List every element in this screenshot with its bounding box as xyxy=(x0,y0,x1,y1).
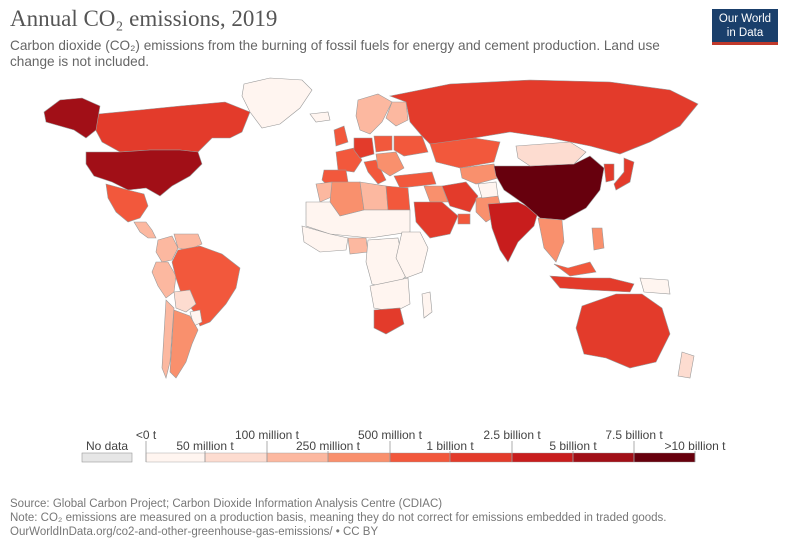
country-iceland[interactable]: Iceland xyxy=(309,111,331,123)
world-map[interactable]: CanadaUnited States Alaska Greenland Mexico… xyxy=(30,72,730,392)
country-ukraine[interactable]: Ukraine xyxy=(393,135,429,157)
methodology-note: Note: CO₂ emissions are measured on a pr… xyxy=(10,512,667,524)
source-url[interactable]: OurWorldInData.org/co2-and-other-greenho… xyxy=(10,526,379,538)
country-united-states[interactable]: United States xyxy=(85,149,203,197)
country-scandinavia[interactable]: Scandinavia xyxy=(355,93,393,135)
country-finland[interactable]: Finland xyxy=(385,101,409,127)
country-japan[interactable]: Japan xyxy=(613,157,635,191)
country-central-america[interactable]: Central America xyxy=(133,221,157,239)
country-nigeria[interactable]: Nigeria xyxy=(347,237,369,255)
country-afghanistan[interactable]: Afghanistan xyxy=(477,181,499,199)
country-southeast-asia-mainland[interactable]: Southeast Asia mainland xyxy=(537,217,565,263)
legend-bin-5 xyxy=(449,452,513,463)
country-united-kingdom[interactable]: United Kingdom xyxy=(333,125,349,147)
legend-label-top-2: 500 million t xyxy=(358,428,423,442)
legend-label-top-4: 7.5 billion t xyxy=(605,428,663,442)
country-france[interactable]: France xyxy=(335,147,363,173)
country-peru[interactable]: Peru xyxy=(151,261,177,299)
country-madagascar[interactable]: Madagascar xyxy=(421,291,433,319)
country-central-asia[interactable]: Central Asia xyxy=(459,163,499,185)
country-iran[interactable]: Iran xyxy=(441,181,479,213)
color-legend: No data <0 t 100 million t 500 million t 2.5… xyxy=(81,428,726,463)
legend-label-bottom-1: 250 million t xyxy=(296,439,361,453)
legend-no-data-swatch xyxy=(81,452,133,463)
country-greenland[interactable]: Greenland xyxy=(241,77,313,129)
country-mexico[interactable]: Mexico xyxy=(105,183,149,223)
chart-title: Annual CO₂ emissions, 2019 xyxy=(10,6,278,31)
country-sahel[interactable]: Sahel xyxy=(305,201,411,239)
legend-label-bottom-3: 5 billion t xyxy=(549,439,597,453)
country-malaysia[interactable]: Malaysia xyxy=(553,261,597,277)
country-south-africa[interactable]: South Africa xyxy=(373,307,405,335)
legend-bin-8 xyxy=(633,452,696,463)
chart-subtitle: Carbon dioxide (CO₂) emissions from the … xyxy=(10,38,660,69)
legend-bin-1 xyxy=(204,452,268,463)
country-papua-new-guinea[interactable]: Papua New Guinea xyxy=(639,277,671,295)
country-korea[interactable]: Korea xyxy=(603,163,615,183)
logo-line-1: Our World xyxy=(718,13,772,25)
country-italy[interactable]: Italy xyxy=(363,159,387,185)
legend-label-top-0: <0 t xyxy=(136,428,157,442)
country-mongolia[interactable]: Mongolia xyxy=(515,141,587,167)
country-west-africa[interactable]: West Africa xyxy=(301,225,349,253)
country-gulf-states[interactable]: Gulf States xyxy=(457,213,471,225)
legend-bin-2 xyxy=(266,452,329,463)
country-poland[interactable]: Poland xyxy=(373,135,393,153)
legend-label-bottom-4: >10 billion t xyxy=(664,439,726,453)
country-canada[interactable]: Canada xyxy=(93,101,251,153)
country-colombia[interactable]: Colombia xyxy=(155,235,179,263)
country-philippines[interactable]: Philippines xyxy=(591,227,605,251)
logo-line-2: in Data xyxy=(726,27,764,39)
country-australia[interactable]: Australia xyxy=(575,293,671,369)
legend-bin-4 xyxy=(389,452,451,463)
country-eastern-europe[interactable]: Eastern Europe xyxy=(375,151,405,177)
country-turkey[interactable]: Turkey xyxy=(393,171,437,189)
country-bolivia[interactable]: Bolivia xyxy=(173,289,197,313)
footer: Source: Global Carbon Project; Carbon Di… xyxy=(10,497,666,539)
owid-logo[interactable]: Our World in Data xyxy=(712,9,778,45)
country-new-zealand[interactable]: New Zealand xyxy=(677,351,695,379)
legend-label-bottom-2: 1 billion t xyxy=(426,439,474,453)
country-russia[interactable]: Russia xyxy=(388,79,699,155)
country-libya[interactable]: Libya xyxy=(359,181,389,211)
country-kazakhstan[interactable]: Kazakhstan xyxy=(429,137,501,169)
legend-bin-0 xyxy=(145,452,206,463)
country-indonesia[interactable]: Indonesia xyxy=(549,275,635,293)
legend-no-data-label: No data xyxy=(86,439,128,453)
legend-bin-3 xyxy=(327,452,391,463)
country-india[interactable]: India xyxy=(487,201,539,263)
source-note: Source: Global Carbon Project; Carbon Di… xyxy=(10,498,443,510)
country-germany[interactable]: Germany xyxy=(353,137,375,159)
country-brazil[interactable]: Brazil xyxy=(171,245,241,327)
legend-label-top-3: 2.5 billion t xyxy=(483,428,541,442)
country-southern-africa[interactable]: Southern Africa xyxy=(369,277,411,313)
country-iraq[interactable]: Iraq xyxy=(423,185,449,203)
country-argentina[interactable]: Argentina xyxy=(169,309,199,379)
legend-bin-7 xyxy=(572,452,635,463)
country-saudi-arabia[interactable]: Saudi Arabia xyxy=(413,201,459,239)
legend-label-top-1: 100 million t xyxy=(235,428,300,442)
legend-label-bottom-0: 50 million t xyxy=(176,439,234,453)
country-egypt[interactable]: Egypt xyxy=(385,185,411,211)
country-east-africa[interactable]: East Africa xyxy=(395,231,429,279)
legend-bin-6 xyxy=(511,452,574,463)
country-alaska[interactable]: Alaska xyxy=(43,97,101,139)
